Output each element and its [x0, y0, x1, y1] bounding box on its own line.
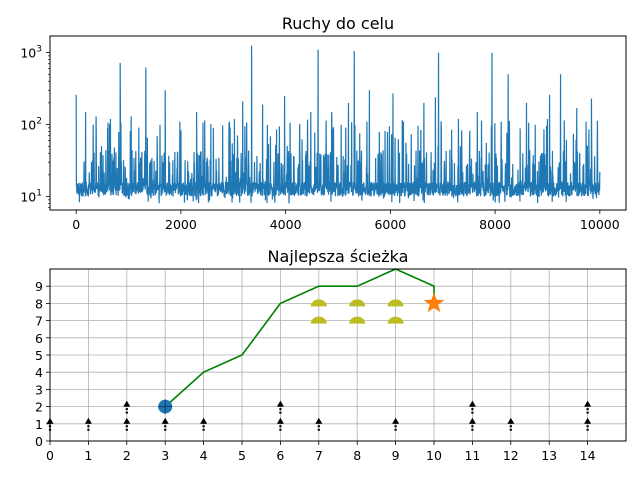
top-x-tick-label: 10000 [580, 217, 620, 232]
arrow-head [161, 417, 169, 424]
dome-marker [349, 316, 366, 324]
arrow-marker [200, 417, 208, 431]
top-x-tick-label: 4000 [270, 217, 302, 232]
arrow-marker [507, 417, 515, 431]
bottom-x-tick-label: 9 [392, 448, 400, 463]
arrow-marker [468, 400, 476, 414]
arrow-marker [123, 400, 131, 414]
arrow-head [468, 400, 476, 407]
top-chart: Ruchy do celu 0 2000 4000 6000 8000 10000 101… [20, 14, 627, 232]
bottom-y-tick-label: 2 [35, 400, 43, 415]
bottom-y-tick-label: 4 [35, 365, 43, 380]
bottom-axes-frame [49, 268, 627, 442]
dome-marker [387, 316, 404, 324]
bottom-x-tick-label: 5 [238, 448, 246, 463]
goal-marker [423, 292, 445, 313]
arrow-head [276, 400, 284, 407]
arrow-marker [468, 417, 476, 431]
top-x-tick-label: 6000 [374, 217, 406, 232]
bottom-y-tick-label: 1 [35, 417, 43, 432]
dome-markers [310, 299, 404, 324]
top-y-tick-label: 103 [20, 45, 42, 61]
top-chart-title: Ruchy do celu [282, 14, 394, 33]
arrow-head [315, 417, 323, 424]
top-y-tick-label: 101 [20, 189, 42, 205]
arrow-marker [584, 417, 592, 431]
bottom-x-tick-label: 13 [541, 448, 557, 463]
arrow-head [276, 417, 284, 424]
arrow-head [392, 417, 400, 424]
top-axes-frame [49, 35, 627, 211]
dome-marker [310, 316, 327, 324]
bottom-x-tick-label: 12 [503, 448, 519, 463]
bottom-x-tick-label: 1 [84, 448, 92, 463]
bottom-x-tick-label: 11 [464, 448, 480, 463]
bottom-y-tick-label: 0 [35, 434, 43, 449]
bottom-y-tick-label: 3 [35, 382, 43, 397]
bottom-x-tick-label: 14 [580, 448, 596, 463]
bottom-x-tick-label: 4 [200, 448, 208, 463]
top-x-axis-ticks: 0 2000 4000 6000 8000 10000 [72, 210, 620, 232]
start-marker [158, 399, 173, 414]
arrow-marker [161, 417, 169, 431]
bottom-chart-title: Najlepsza ścieżka [268, 247, 409, 266]
top-series [75, 45, 601, 204]
arrow-marker [276, 417, 284, 431]
arrow-head [84, 417, 92, 424]
top-x-tick-label: 0 [72, 217, 80, 232]
arrow-head [200, 417, 208, 424]
bottom-y-tick-label: 8 [35, 296, 43, 311]
bottom-x-tick-label: 6 [276, 448, 284, 463]
top-y-tick-label: 102 [20, 117, 42, 133]
top-x-tick-label: 8000 [479, 217, 511, 232]
bottom-y-tick-label: 7 [35, 314, 43, 329]
bottom-chart: Najlepsza ścieżka 0 1 2 3 4 5 6 7 8 9 10 11 12 13 14 0… [35, 247, 627, 463]
bottom-x-tick-label: 8 [353, 448, 361, 463]
arrow-head [507, 417, 515, 424]
bottom-x-axis-ticks: 0 1 2 3 4 5 6 7 8 9 10 11 12 13 14 [46, 441, 596, 463]
arrow-marker [392, 417, 400, 431]
arrow-head [584, 400, 592, 407]
arrow-head [584, 417, 592, 424]
arrow-head [123, 400, 131, 407]
bottom-x-tick-label: 2 [123, 448, 131, 463]
arrow-head [468, 417, 476, 424]
best-path [164, 268, 435, 408]
dome-marker [310, 299, 327, 307]
goal-star [423, 292, 445, 313]
bottom-y-tick-label: 6 [35, 331, 43, 346]
dome-marker [387, 299, 404, 307]
best-path-line [164, 268, 435, 408]
arrow-marker [123, 417, 131, 431]
arrow-marker [315, 417, 323, 431]
top-series-line [75, 45, 601, 204]
bottom-y-tick-label: 5 [35, 348, 43, 363]
top-y-axis-ticks: 101 102 103 [20, 45, 50, 208]
arrow-marker [84, 417, 92, 431]
bottom-x-tick-label: 3 [161, 448, 169, 463]
arrow-marker [584, 400, 592, 414]
top-x-tick-label: 2000 [165, 217, 197, 232]
dome-marker [349, 299, 366, 307]
bottom-x-tick-label: 10 [426, 448, 442, 463]
bottom-y-axis-ticks: 0 1 2 3 4 5 6 7 8 9 [35, 279, 50, 449]
bottom-x-tick-label: 7 [315, 448, 323, 463]
arrow-marker [276, 400, 284, 414]
bottom-y-tick-label: 9 [35, 279, 43, 294]
bottom-x-tick-label: 0 [46, 448, 54, 463]
arrow-head [123, 417, 131, 424]
